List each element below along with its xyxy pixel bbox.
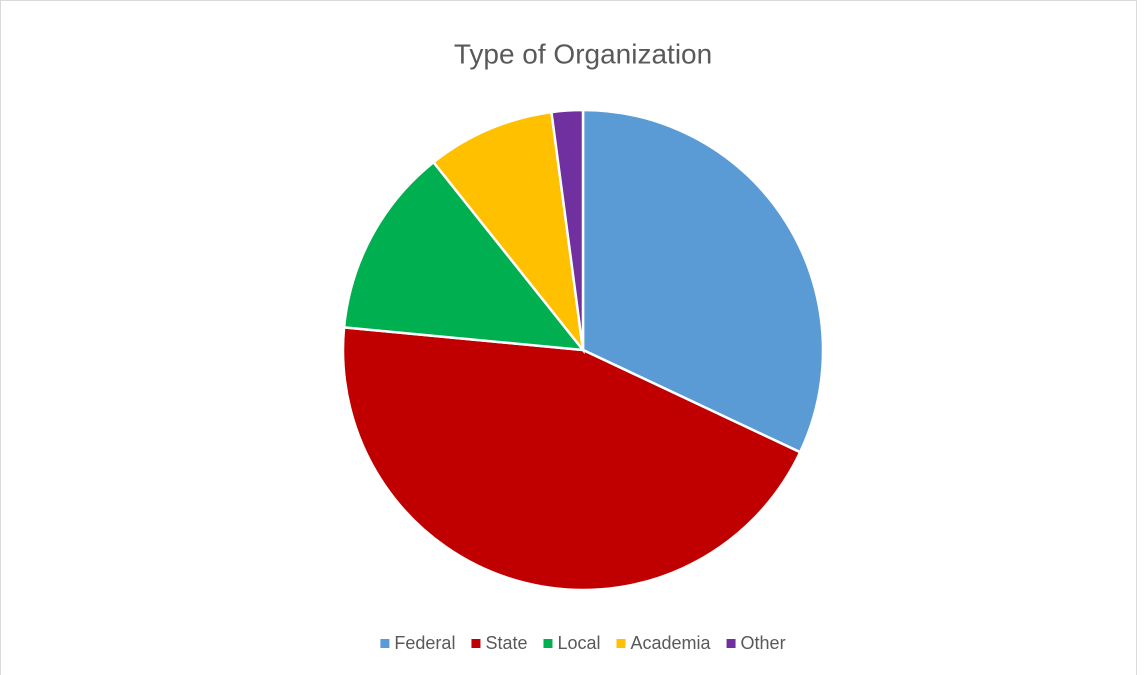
- legend-swatch: [380, 639, 390, 648]
- pie-slice: [341, 326, 802, 592]
- legend-swatch: [616, 639, 626, 648]
- legend-swatch: [471, 639, 481, 648]
- legend-label: Academia: [631, 633, 712, 653]
- legend-label: State: [485, 633, 527, 653]
- legend-label: Local: [557, 633, 600, 653]
- pie-slice: [550, 108, 585, 351]
- chart-title: Type of Organization: [454, 38, 712, 69]
- pie-slice: [342, 160, 586, 352]
- pie-slice: [431, 110, 585, 355]
- legend-label: Federal: [394, 633, 455, 653]
- legend-swatch: [543, 639, 553, 648]
- legend-label: Other: [741, 633, 786, 653]
- pie-slice: [581, 108, 825, 454]
- legend-swatch: [726, 639, 736, 648]
